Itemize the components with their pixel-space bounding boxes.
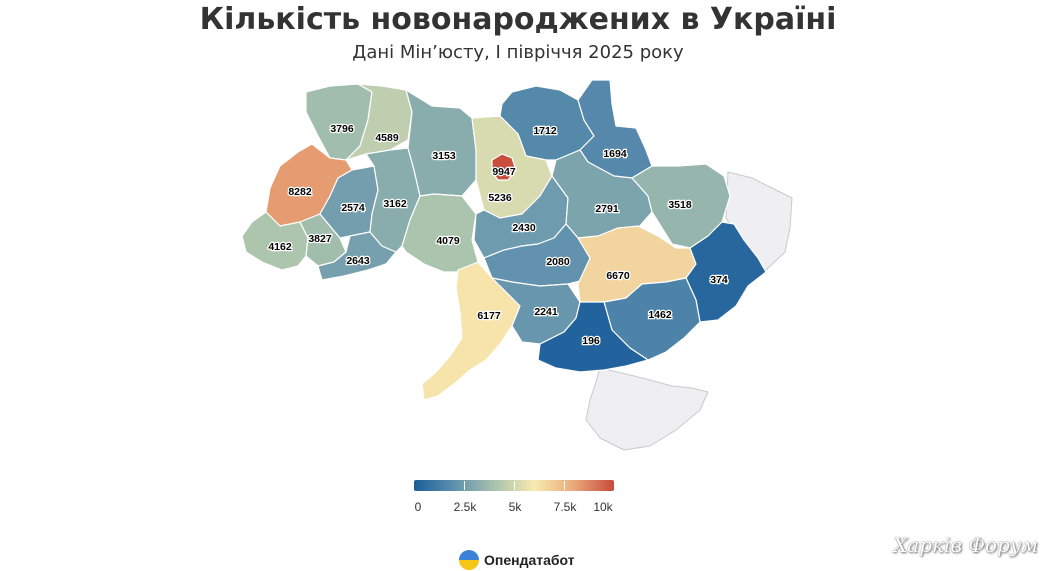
value-label-odesa: 6177 (477, 310, 501, 322)
value-label-ternopil: 2574 (341, 202, 365, 214)
value-label-chernivtsi: 2643 (346, 255, 370, 267)
value-label-vinnytsia: 4079 (436, 235, 460, 247)
value-label-kharkiv: 3518 (668, 199, 692, 211)
value-label-lviv: 8282 (288, 186, 312, 198)
value-label-poltava: 2791 (595, 203, 619, 215)
value-label-kyiv-oblast: 5236 (488, 192, 512, 204)
legend-tick-7-5k: 7.5k (553, 500, 577, 514)
value-label-volyn: 3796 (330, 123, 354, 135)
value-label-zaporizhzhia: 1462 (648, 309, 672, 321)
value-label-kherson: 196 (582, 335, 600, 347)
region-crimea-nodata (585, 367, 709, 451)
page-title: Кількість новонароджених в Україні (199, 2, 837, 37)
value-label-cherkasy: 2430 (512, 222, 536, 234)
brand[interactable]: Опендатабот (459, 549, 575, 571)
watermark: Харків Форум (893, 533, 1038, 557)
region-kherson[interactable] (537, 301, 649, 373)
opendatabot-logo-icon (459, 550, 479, 570)
region-zakarpattia[interactable] (241, 211, 309, 271)
value-label-donetsk: 374 (710, 274, 728, 286)
legend-tick-0: 0 (414, 500, 422, 514)
legend-tick-mark (564, 481, 565, 490)
legend-tick-10k: 10k (593, 500, 613, 514)
value-label-dnipropetrovsk: 6670 (606, 270, 630, 282)
value-label-khmelnytskyi: 3162 (383, 198, 407, 210)
legend-tick-mark (464, 481, 465, 490)
legend-tick-5k: 5k (508, 500, 522, 514)
legend-tick-2-5k: 2.5k (453, 500, 477, 514)
region-zhytomyr[interactable] (405, 89, 477, 197)
page-subtitle: Дані Мін’юсту, І півріччя 2025 року (352, 42, 684, 63)
value-label-kirovohrad: 2080 (546, 256, 570, 268)
value-label-ivano-frankivsk: 3827 (308, 233, 332, 245)
value-label-mykolaiv: 2241 (534, 306, 558, 318)
value-label-kyiv-city: 9947 (492, 166, 516, 178)
value-label-zhytomyr: 3153 (432, 150, 456, 162)
value-label-chernihiv: 1712 (533, 125, 557, 137)
value-label-rivne: 4589 (375, 132, 399, 144)
value-label-sumy: 1694 (603, 148, 627, 160)
region-kyiv-city[interactable] (491, 153, 517, 181)
region-chernivtsi[interactable] (317, 231, 397, 281)
brand-name: Опендатабот (484, 552, 575, 568)
value-label-zakarpattia: 4162 (268, 241, 292, 253)
legend-tick-mark (514, 481, 515, 490)
